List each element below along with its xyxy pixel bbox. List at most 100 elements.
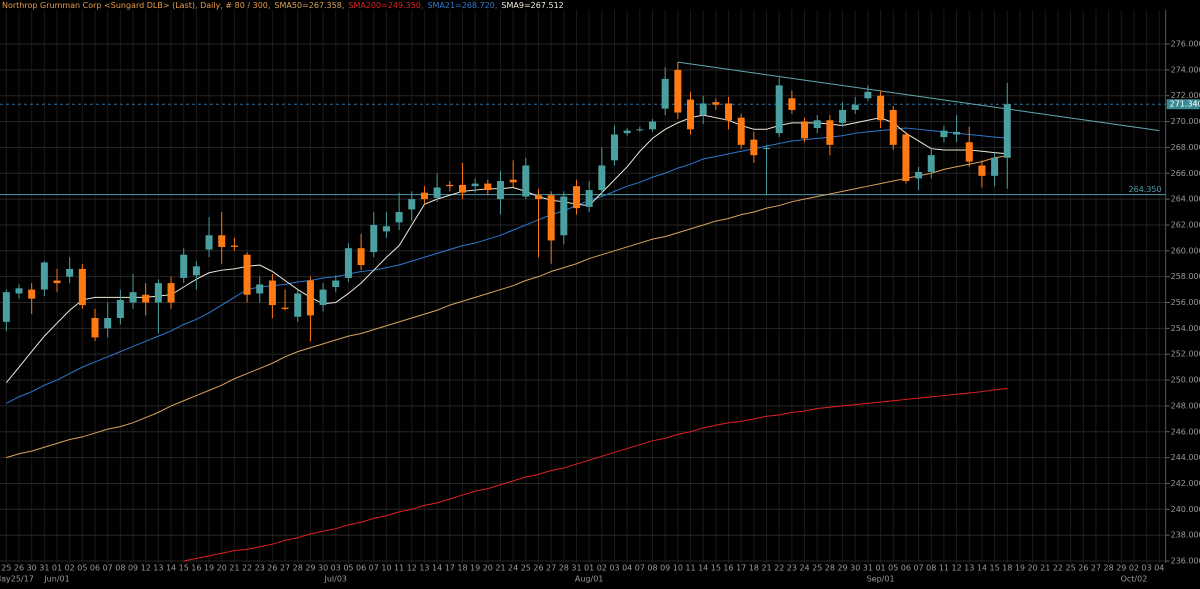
candle-body [357, 248, 365, 266]
x-tick-label: 02 [597, 564, 607, 573]
x-tick-label: 26 [1078, 564, 1088, 573]
x-tick-label: 17 [445, 564, 455, 573]
y-tick-label: 266.000 [1171, 169, 1200, 178]
candle-body [256, 284, 264, 294]
candle-body [674, 69, 682, 113]
x-major-label: Jun/01 [43, 575, 69, 584]
x-tick-label: 28 [1104, 564, 1114, 573]
x-tick-label: 13 [964, 564, 974, 573]
candle-body [775, 85, 783, 134]
candle-body [889, 109, 897, 145]
x-tick-label: 29 [837, 564, 847, 573]
candle-body [218, 235, 226, 247]
candle-body [801, 121, 809, 139]
x-tick-label: 07 [103, 564, 113, 573]
candle-body [750, 139, 758, 156]
x-tick-label: 20 [217, 564, 227, 573]
y-tick-label: 248.000 [1171, 401, 1200, 410]
candle-body [978, 165, 986, 176]
y-tick-label: 244.000 [1171, 453, 1200, 462]
candle-body [496, 181, 504, 200]
x-tick-label: 12 [951, 564, 961, 573]
x-tick-label: 01 [875, 564, 885, 573]
x-major-label: Jul/03 [323, 575, 347, 584]
x-tick-label: 20 [1028, 564, 1038, 573]
x-tick-label: 31 [863, 564, 873, 573]
candle-body [40, 262, 48, 290]
x-tick-label: 08 [115, 564, 125, 573]
candle-body [294, 293, 302, 317]
candle-body [623, 130, 631, 134]
candle-body [471, 183, 479, 187]
y-tick-label: 262.000 [1171, 220, 1200, 229]
candle-body [636, 129, 644, 131]
candle-body [142, 294, 150, 303]
x-tick-label: 10 [381, 564, 391, 573]
candle-body [1003, 104, 1011, 158]
x-tick-label: 03 [609, 564, 619, 573]
candle-body [15, 288, 23, 294]
candle-body [965, 142, 973, 162]
y-tick-label: 250.000 [1171, 376, 1200, 385]
x-tick-label: 25 [812, 564, 822, 573]
x-tick-label: 05 [888, 564, 898, 573]
x-tick-label: 13 [419, 564, 429, 573]
y-tick-label: 270.000 [1171, 117, 1200, 126]
candle-body [560, 196, 568, 236]
candle-body [509, 179, 517, 183]
candle-body [763, 148, 771, 150]
candle-body [585, 190, 593, 207]
last-price-box [1166, 99, 1200, 110]
candle-body [382, 226, 390, 232]
candle-body [927, 155, 935, 172]
candle-body [306, 280, 314, 316]
candle-body [167, 283, 175, 303]
candle-body [687, 99, 695, 130]
x-tick-label: 27 [546, 564, 556, 573]
x-tick-label: 29 [305, 564, 315, 573]
x-tick-label: 25 [1066, 564, 1076, 573]
x-tick-label: 30 [318, 564, 328, 573]
candle-body [420, 192, 428, 200]
x-tick-label: 20 [483, 564, 493, 573]
x-tick-label: 01 [584, 564, 594, 573]
x-tick-label: 10 [673, 564, 683, 573]
candle-body [116, 299, 124, 319]
x-tick-label: 09 [128, 564, 138, 573]
x-tick-label: 31 [571, 564, 581, 573]
candle-body [534, 195, 542, 200]
x-tick-label: 12 [407, 564, 417, 573]
x-tick-label: 05 [77, 564, 87, 573]
x-tick-label: 11 [685, 564, 695, 573]
candle-body [319, 289, 327, 306]
candle-body [180, 254, 188, 278]
x-tick-label: 14 [432, 564, 442, 573]
x-major-label: Aug/01 [575, 575, 604, 584]
y-tick-label: 256.000 [1171, 298, 1200, 307]
x-tick-label: 15 [711, 564, 721, 573]
y-tick-label: 238.000 [1171, 531, 1200, 540]
candle-body [661, 78, 669, 109]
y-tick-label: 272.000 [1171, 91, 1200, 100]
candle-body [268, 280, 276, 306]
candle-body [813, 120, 821, 129]
x-tick-label: 24 [799, 564, 809, 573]
x-tick-label: 19 [470, 564, 480, 573]
candle-body [433, 187, 441, 198]
candle-body [205, 235, 213, 250]
x-tick-label: 28 [293, 564, 303, 573]
candle-body [991, 157, 999, 176]
x-tick-label: 26 [267, 564, 277, 573]
sma-line [6, 127, 1008, 404]
candle-body [699, 103, 707, 116]
x-tick-label: 06 [90, 564, 100, 573]
x-tick-label: 08 [647, 564, 657, 573]
x-tick-label: 30 [850, 564, 860, 573]
header: Northrop Grumman Corp <Sungard DLB> (Las… [2, 1, 564, 10]
candle-body [28, 289, 36, 299]
x-tick-label: 14 [166, 564, 176, 573]
x-tick-label: 18 [1002, 564, 1012, 573]
x-tick-label: 27 [1091, 564, 1101, 573]
